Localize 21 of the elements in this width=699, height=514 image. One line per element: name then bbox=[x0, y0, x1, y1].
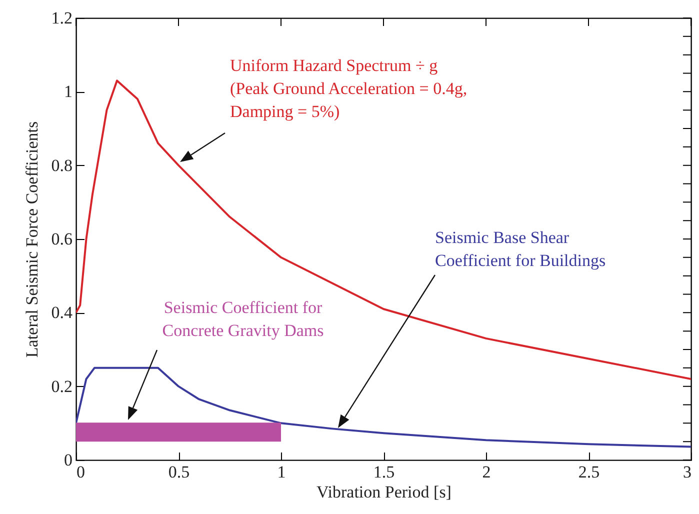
y-tick-label: 1 bbox=[64, 82, 72, 102]
y-tick-label: 0 bbox=[64, 450, 72, 470]
annotation: Seismic Coefficient for Concrete Gravity Dams bbox=[162, 298, 324, 340]
x-tick-label: 2 bbox=[482, 462, 491, 482]
line-series bbox=[76, 80, 691, 380]
annotation: Uniform Hazard Spectrum ÷ g (Peak Ground Acceleration = 0.4g, Damping = 5%) bbox=[230, 56, 468, 121]
x-tick-label: 0.5 bbox=[168, 462, 190, 482]
y-tick-label: 0.8 bbox=[51, 156, 72, 175]
y-tick-label: 0.6 bbox=[51, 230, 72, 248]
x-tick-label: 3 bbox=[683, 462, 692, 482]
x-tick-label: 0 bbox=[76, 462, 85, 482]
annotation: Seismic Base Shear Coefficient for Buildings bbox=[435, 228, 606, 270]
y-axis-title: Lateral Seismic Force Coefficients bbox=[22, 121, 42, 358]
y-tick-label: 0.2 bbox=[51, 376, 72, 396]
y-tick-label: 1.2 bbox=[51, 8, 72, 28]
x-tick-label: 1 bbox=[277, 462, 286, 482]
x-tick-label: 2.5 bbox=[578, 462, 600, 482]
x-axis-title: Vibration Period [s] bbox=[316, 482, 452, 502]
line-series bbox=[76, 366, 691, 448]
x-tick-label: 1.5 bbox=[373, 462, 395, 482]
y-tick-label: 0.4 bbox=[51, 303, 73, 322]
